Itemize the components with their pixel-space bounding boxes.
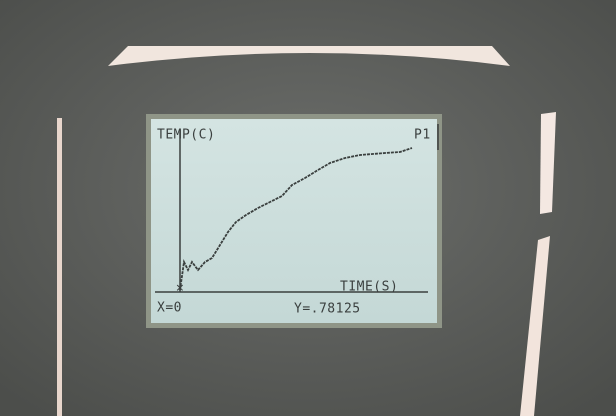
left-light-strip	[57, 118, 62, 416]
x-axis-label: TIME(S)	[340, 280, 398, 295]
right-light-strip	[520, 236, 550, 416]
plot-label: P1	[414, 128, 431, 143]
right-light-strip	[540, 112, 556, 214]
cursor: ✕	[176, 281, 184, 296]
y-readout: Y=.78125	[294, 302, 361, 317]
x-readout: X=0	[157, 301, 182, 316]
plot-curve	[179, 147, 413, 291]
y-axis-label: TEMP(C)	[157, 128, 215, 143]
top-light-strip	[108, 46, 510, 66]
